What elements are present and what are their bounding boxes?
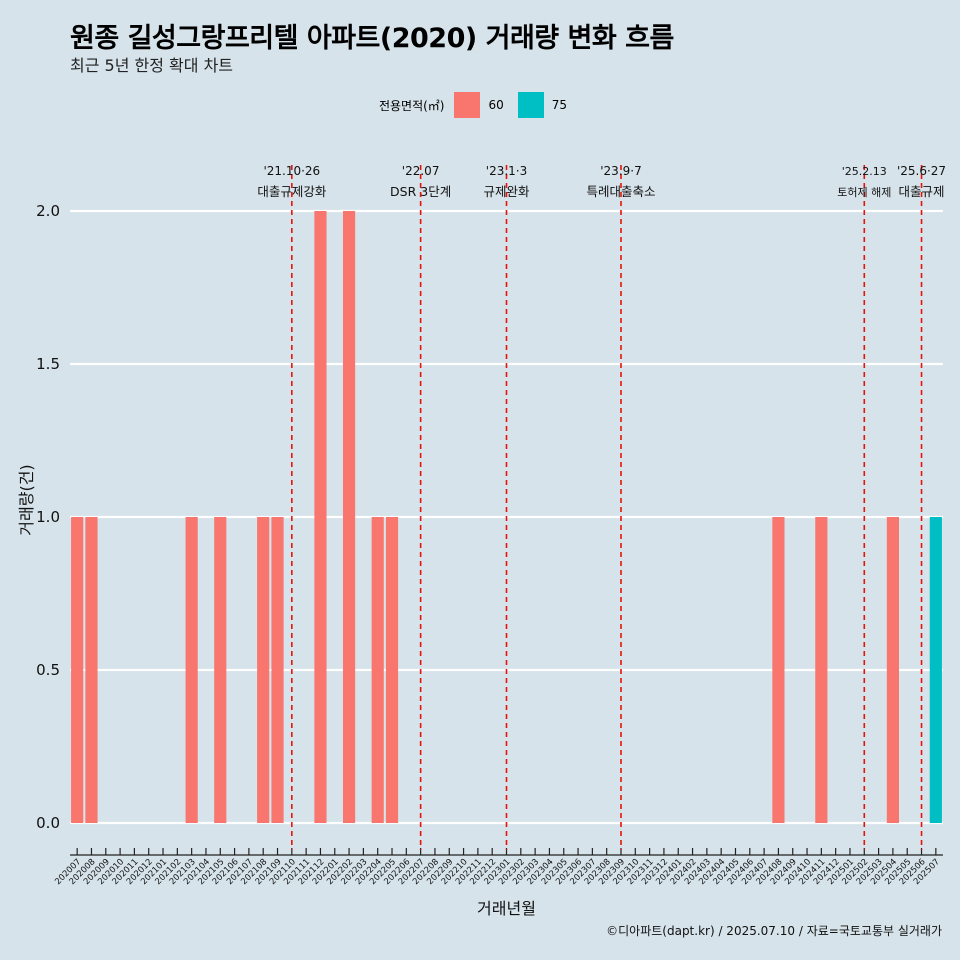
y-tick-label: 0.0: [36, 814, 60, 832]
y-tick-label: 1.0: [36, 508, 60, 526]
event-date-label: '21.10·26: [263, 164, 320, 178]
event-name-label: DSR 3단계: [390, 184, 451, 199]
event-date-label: '25.2.13: [842, 165, 887, 178]
bar-60-202108: [257, 517, 270, 823]
legend-key-60: [454, 92, 481, 118]
y-axis-title: 거래량(건): [17, 464, 36, 535]
bar-60-202103: [185, 517, 198, 823]
bar-60-202105: [214, 517, 227, 823]
event-name-label: 토허제 해제: [837, 185, 891, 199]
event-name-label: 대출규제: [899, 184, 945, 199]
y-tick-label: 0.5: [36, 661, 60, 679]
legend-title: 전용면적(㎡): [378, 98, 445, 113]
bar-60-202504: [886, 517, 899, 823]
bar-60-202202: [342, 211, 356, 823]
legend-label-75: 75: [551, 98, 568, 112]
bar-60-202112: [314, 211, 327, 823]
source-footer: ©디아파트(dapt.kr) / 2025.07.10 / 자료=국토교통부 실…: [606, 924, 942, 938]
event-name-label: 규제완화: [483, 184, 530, 199]
bar-60-202008: [85, 517, 98, 823]
event-date-label: '23.1·3: [486, 164, 527, 178]
y-tick-label: 2.0: [36, 202, 60, 220]
y-tick-label: 1.5: [36, 355, 60, 373]
event-name-label: 대출규제강화: [257, 184, 327, 199]
event-date-label: '25.6·27: [897, 164, 946, 178]
event-date-label: '23.9·7: [600, 164, 641, 178]
bar-60-202204: [371, 517, 384, 823]
legend: 전용면적(㎡) 60 75: [0, 92, 960, 118]
bar-60-202007: [71, 517, 84, 823]
legend-key-75: [517, 92, 544, 118]
bar-60-202411: [815, 517, 828, 823]
bar-75-202507: [929, 517, 942, 823]
bar-60-202408: [772, 517, 785, 823]
bar-60-202109: [271, 517, 284, 823]
chart-title: 원종 길성그랑프리텔 아파트(2020) 거래량 변화 흐름: [70, 23, 674, 54]
legend-label-60: 60: [488, 98, 504, 112]
chart-subtitle: 최근 5년 한정 확대 차트: [70, 56, 234, 75]
x-axis-title: 거래년월: [477, 899, 536, 918]
bar-60-202205: [385, 517, 399, 823]
event-name-label: 특례대출축소: [586, 184, 655, 199]
event-date-label: '22.07: [402, 164, 440, 178]
